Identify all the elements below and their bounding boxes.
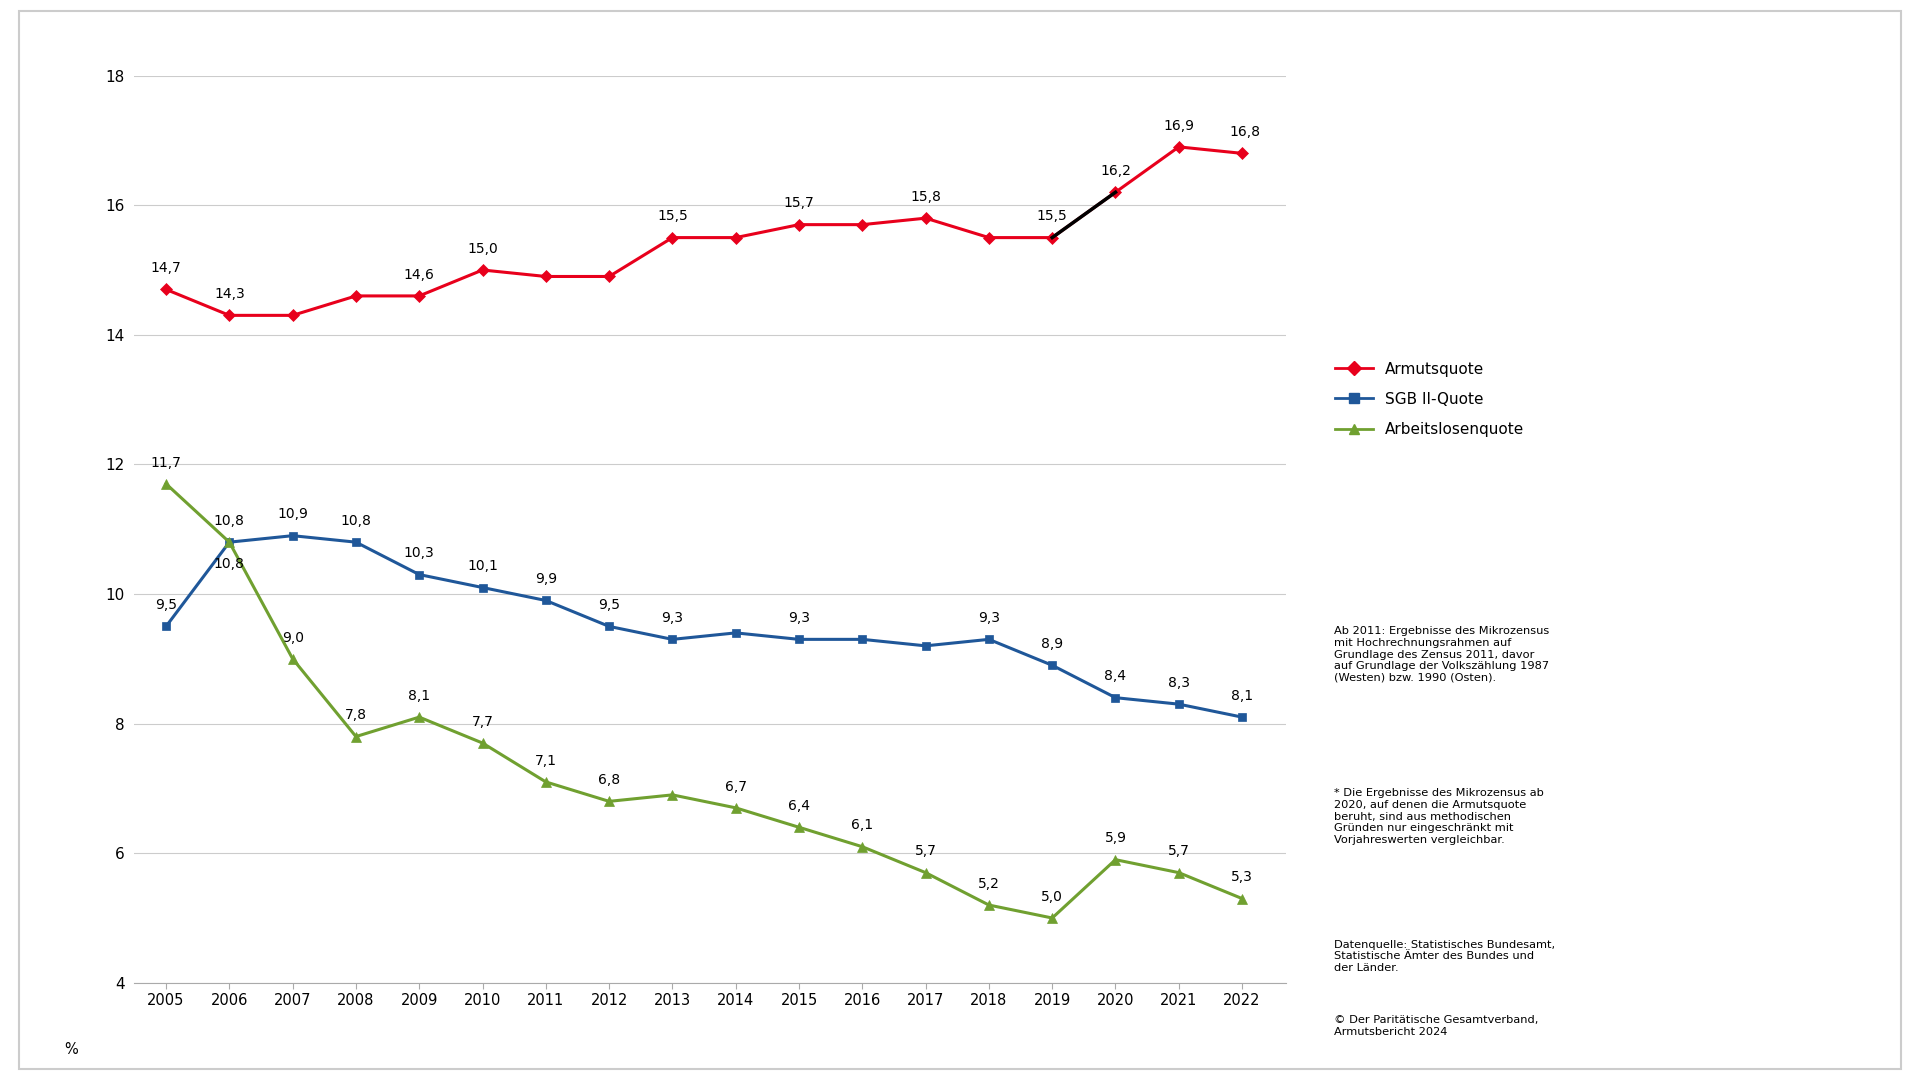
Text: 6,1: 6,1 (851, 819, 874, 833)
Text: 5,3: 5,3 (1231, 870, 1254, 885)
Text: 8,9: 8,9 (1041, 637, 1064, 651)
Text: 14,3: 14,3 (213, 287, 244, 301)
Text: 9,3: 9,3 (787, 611, 810, 625)
Text: 8,4: 8,4 (1104, 670, 1127, 684)
Text: %: % (63, 1042, 79, 1056)
Text: 7,1: 7,1 (536, 754, 557, 768)
Text: 7,8: 7,8 (346, 708, 367, 723)
Text: 5,7: 5,7 (914, 845, 937, 859)
Text: 9,3: 9,3 (977, 611, 1000, 625)
Text: 14,6: 14,6 (403, 268, 434, 282)
Text: 9,5: 9,5 (156, 598, 177, 612)
Text: 8,1: 8,1 (1231, 689, 1254, 703)
Text: 9,3: 9,3 (660, 611, 684, 625)
Text: 6,4: 6,4 (787, 799, 810, 813)
Text: 7,7: 7,7 (472, 715, 493, 729)
Text: 16,2: 16,2 (1100, 164, 1131, 178)
Text: © Der Paritätische Gesamtverband,
Armutsbericht 2024: © Der Paritätische Gesamtverband, Armuts… (1334, 1015, 1538, 1037)
Text: 5,7: 5,7 (1167, 845, 1190, 859)
Text: 16,9: 16,9 (1164, 119, 1194, 133)
Text: 10,9: 10,9 (276, 508, 307, 522)
Text: 10,8: 10,8 (213, 557, 244, 571)
Text: 16,8: 16,8 (1229, 125, 1261, 139)
Text: 5,2: 5,2 (977, 877, 1000, 891)
Text: 8,1: 8,1 (409, 689, 430, 703)
Text: 11,7: 11,7 (150, 456, 182, 470)
Text: 15,0: 15,0 (467, 242, 497, 256)
Text: 10,3: 10,3 (403, 546, 434, 561)
Text: 6,7: 6,7 (724, 780, 747, 794)
Legend: Armutsquote, SGB II-Quote, Arbeitslosenquote: Armutsquote, SGB II-Quote, Arbeitslosenq… (1329, 355, 1530, 443)
Text: 15,5: 15,5 (657, 210, 687, 224)
Text: 5,0: 5,0 (1041, 890, 1064, 904)
Text: Ab 2011: Ergebnisse des Mikrozensus
mit Hochrechnungsrahmen auf
Grundlage des Ze: Ab 2011: Ergebnisse des Mikrozensus mit … (1334, 626, 1549, 683)
Text: 10,1: 10,1 (467, 559, 497, 573)
Text: * Die Ergebnisse des Mikrozensus ab
2020, auf denen die Armutsquote
beruht, sind: * Die Ergebnisse des Mikrozensus ab 2020… (1334, 788, 1544, 845)
Text: 15,8: 15,8 (910, 190, 941, 204)
Text: 9,0: 9,0 (282, 631, 303, 645)
Text: 8,3: 8,3 (1167, 676, 1190, 690)
Text: 10,8: 10,8 (213, 514, 244, 528)
Text: 14,7: 14,7 (150, 261, 180, 275)
Text: 5,9: 5,9 (1104, 832, 1127, 846)
Text: 15,5: 15,5 (1037, 210, 1068, 224)
Text: 6,8: 6,8 (597, 773, 620, 787)
Text: 15,7: 15,7 (783, 197, 814, 211)
Text: Datenquelle: Statistisches Bundesamt,
Statistische Ämter des Bundes und
der Länd: Datenquelle: Statistisches Bundesamt, St… (1334, 940, 1555, 973)
Text: 9,5: 9,5 (599, 598, 620, 612)
Text: 9,9: 9,9 (536, 572, 557, 586)
Text: 10,8: 10,8 (340, 514, 371, 528)
